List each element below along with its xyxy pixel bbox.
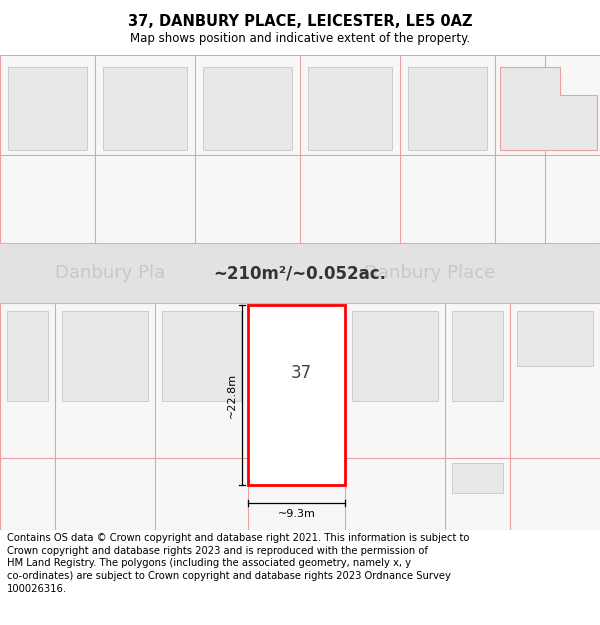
Text: Contains OS data © Crown copyright and database right 2021. This information is : Contains OS data © Crown copyright and d…	[7, 533, 470, 594]
Bar	[0, 303, 600, 530]
Text: Danbury Place: Danbury Place	[364, 264, 496, 282]
Text: ~210m²/~0.052ac.: ~210m²/~0.052ac.	[214, 264, 386, 282]
Bar	[452, 463, 503, 493]
Text: 37, DANBURY PLACE, LEICESTER, LE5 0AZ: 37, DANBURY PLACE, LEICESTER, LE5 0AZ	[128, 14, 472, 29]
Text: 37: 37	[291, 364, 312, 382]
Text: Danbury Pla: Danbury Pla	[55, 264, 165, 282]
Text: ~22.8m: ~22.8m	[227, 372, 237, 418]
Bar	[517, 311, 593, 366]
Bar	[7, 311, 48, 401]
Text: ~9.3m: ~9.3m	[278, 509, 316, 519]
Bar	[352, 311, 438, 401]
Bar	[408, 67, 487, 150]
Bar	[0, 55, 600, 243]
Text: Map shows position and indicative extent of the property.: Map shows position and indicative extent…	[130, 32, 470, 45]
Polygon shape	[500, 67, 597, 150]
Bar	[452, 311, 503, 401]
Bar	[162, 311, 241, 401]
Bar	[103, 67, 187, 150]
Bar	[8, 67, 87, 150]
Bar	[308, 67, 392, 150]
Bar	[0, 243, 600, 303]
Bar	[62, 311, 148, 401]
Bar	[203, 67, 292, 150]
Bar	[248, 305, 345, 485]
